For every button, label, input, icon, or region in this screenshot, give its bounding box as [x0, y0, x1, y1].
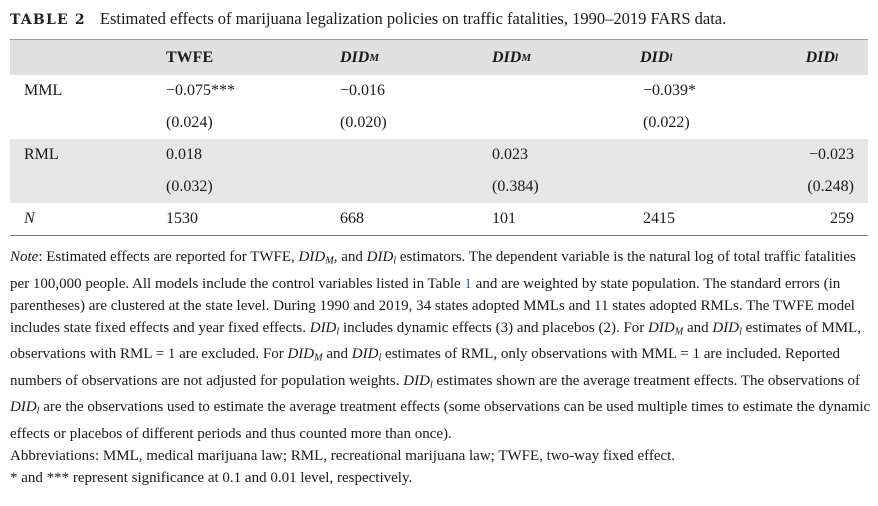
header-twfe: TWFE [166, 48, 214, 66]
table-row: RML 0.018 0.023 −0.023 [10, 139, 868, 171]
table-caption: TABLE 2 Estimated effects of marijuana le… [10, 9, 726, 29]
table-footnote: Note: Estimated effects are reported for… [10, 246, 872, 489]
table-cell: (0.032) [166, 178, 213, 195]
table-cell: −0.075*** [166, 82, 236, 99]
table-row: N 1530 668 101 2415 259 [10, 203, 868, 235]
table-cell: 259 [830, 210, 854, 227]
row-label: RML [24, 146, 59, 163]
table-cell: (0.248) [807, 178, 854, 195]
table-cell: (0.022) [643, 114, 690, 131]
table-label: TABLE 2 [10, 12, 86, 28]
header-did-m-2: DID M [492, 48, 532, 66]
table-row: (0.032) (0.384) (0.248) [10, 171, 868, 203]
table-cell: 101 [492, 210, 516, 227]
header-did-l-2: DID l [805, 48, 838, 66]
table-cell: 0.018 [166, 146, 202, 163]
table-1-link[interactable]: 1 [464, 275, 472, 292]
table-cell: (0.020) [340, 114, 387, 131]
note-abbreviations: Abbreviations: MML, medical marijuana la… [10, 447, 676, 464]
table-bottom-rule [10, 235, 868, 236]
table-cell: (0.024) [166, 114, 213, 131]
table-cell: (0.384) [492, 178, 539, 195]
table-header-row: TWFE DID M DID M DID l DID l [10, 39, 868, 75]
table-cell: −0.039* [643, 82, 697, 99]
table-cell: 2415 [643, 210, 675, 227]
results-table: TWFE DID M DID M DID l DID l MML −0.075*** −… [10, 39, 868, 236]
table-cell: −0.023 [808, 146, 854, 163]
note-significance: * and *** represent significance at 0.1 … [10, 469, 413, 486]
header-did-m-1: DID M [340, 48, 380, 66]
table-cell: 1530 [166, 210, 198, 227]
table-row: MML −0.075*** −0.016 −0.039* [10, 75, 868, 107]
note-paragraph: Note: Estimated effects are reported for… [10, 249, 871, 442]
table-cell: 668 [340, 210, 364, 227]
row-label: MML [24, 82, 63, 99]
header-did-l-1: DID l [640, 48, 673, 66]
table-cell: 0.023 [492, 146, 528, 163]
table-row: (0.024) (0.020) (0.022) [10, 107, 868, 139]
table-cell: −0.016 [340, 82, 386, 99]
row-label: N [24, 210, 35, 227]
table-title: Estimated effects of marijuana legalizat… [99, 9, 727, 28]
